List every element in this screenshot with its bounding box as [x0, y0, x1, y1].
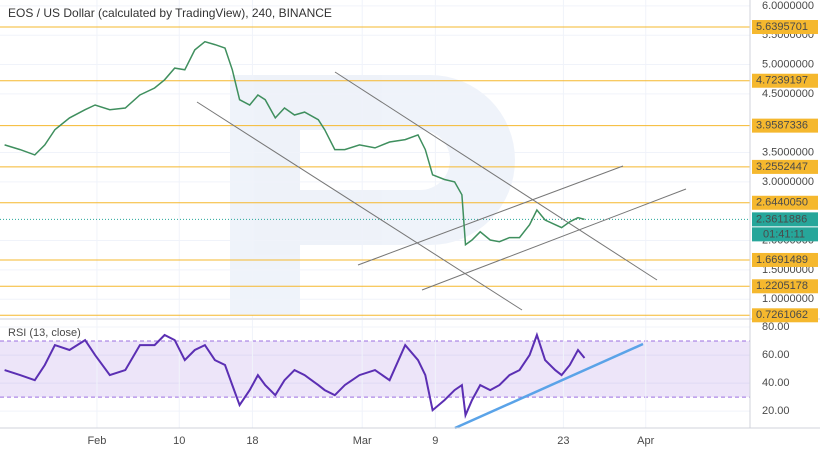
- rsi-trend-line: [454, 342, 644, 430]
- countdown-label: 01:41:11: [763, 228, 805, 240]
- last-price-box: [752, 212, 818, 227]
- level-label: 0.7261062: [756, 309, 808, 321]
- x-tick-label: Apr: [637, 435, 654, 447]
- data-line: [4, 40, 585, 247]
- level-label: 1.6691489: [756, 254, 808, 266]
- chart-title: EOS / US Dollar (calculated by TradingVi…: [8, 6, 332, 20]
- x-tick-label: 18: [246, 435, 258, 447]
- x-tick-label: 23: [557, 435, 569, 447]
- level-label: 3.9587336: [756, 120, 808, 132]
- trend-line: [334, 71, 658, 281]
- x-tick-label: 10: [173, 435, 185, 447]
- countdown-box: [752, 227, 818, 242]
- level-label-box: [752, 308, 818, 323]
- y-tick-label: 4.5000000: [762, 88, 814, 100]
- y-tick-label: 1.0000000: [762, 293, 814, 305]
- level-label-box: [752, 279, 818, 294]
- x-tick-label: 9: [432, 435, 438, 447]
- data-line: [4, 331, 586, 420]
- y-tick-label: 3.0000000: [762, 176, 814, 188]
- trend-line: [357, 165, 624, 266]
- level-label-box: [752, 252, 818, 267]
- trend-line: [196, 101, 523, 311]
- levels: [0, 26, 750, 316]
- level-label: 2.6440050: [756, 197, 808, 209]
- y-tick-label: 80.00: [762, 321, 790, 333]
- trend-lines: [196, 71, 687, 311]
- level-label: 5.6395701: [756, 21, 808, 33]
- x-tick-label: Mar: [353, 435, 372, 447]
- y-tick-label: 6.0000000: [762, 0, 814, 12]
- trend-line: [421, 188, 687, 291]
- y-tick-label: 40.00: [762, 377, 790, 389]
- axes: 6.00000005.50000005.00000004.50000003.50…: [87, 0, 818, 447]
- y-tick-label: 3.5000000: [762, 146, 814, 158]
- y-tick-label: 60.00: [762, 349, 790, 361]
- level-label: 1.2205178: [756, 280, 808, 292]
- level-label: 3.2552447: [756, 161, 808, 173]
- level-label-box: [752, 195, 818, 210]
- last-price-label: 2.3611886: [756, 213, 807, 225]
- series: [4, 40, 586, 420]
- level-label-box: [752, 20, 818, 35]
- y-tick-label: 20.00: [762, 405, 790, 417]
- x-tick-label: Feb: [87, 435, 106, 447]
- level-label-box: [752, 73, 818, 88]
- level-label-box: [752, 118, 818, 133]
- level-label: 4.7239197: [756, 75, 808, 87]
- level-label-box: [752, 159, 818, 174]
- y-tick-label: 5.0000000: [762, 58, 814, 70]
- rsi-title: RSI (13, close): [8, 327, 81, 339]
